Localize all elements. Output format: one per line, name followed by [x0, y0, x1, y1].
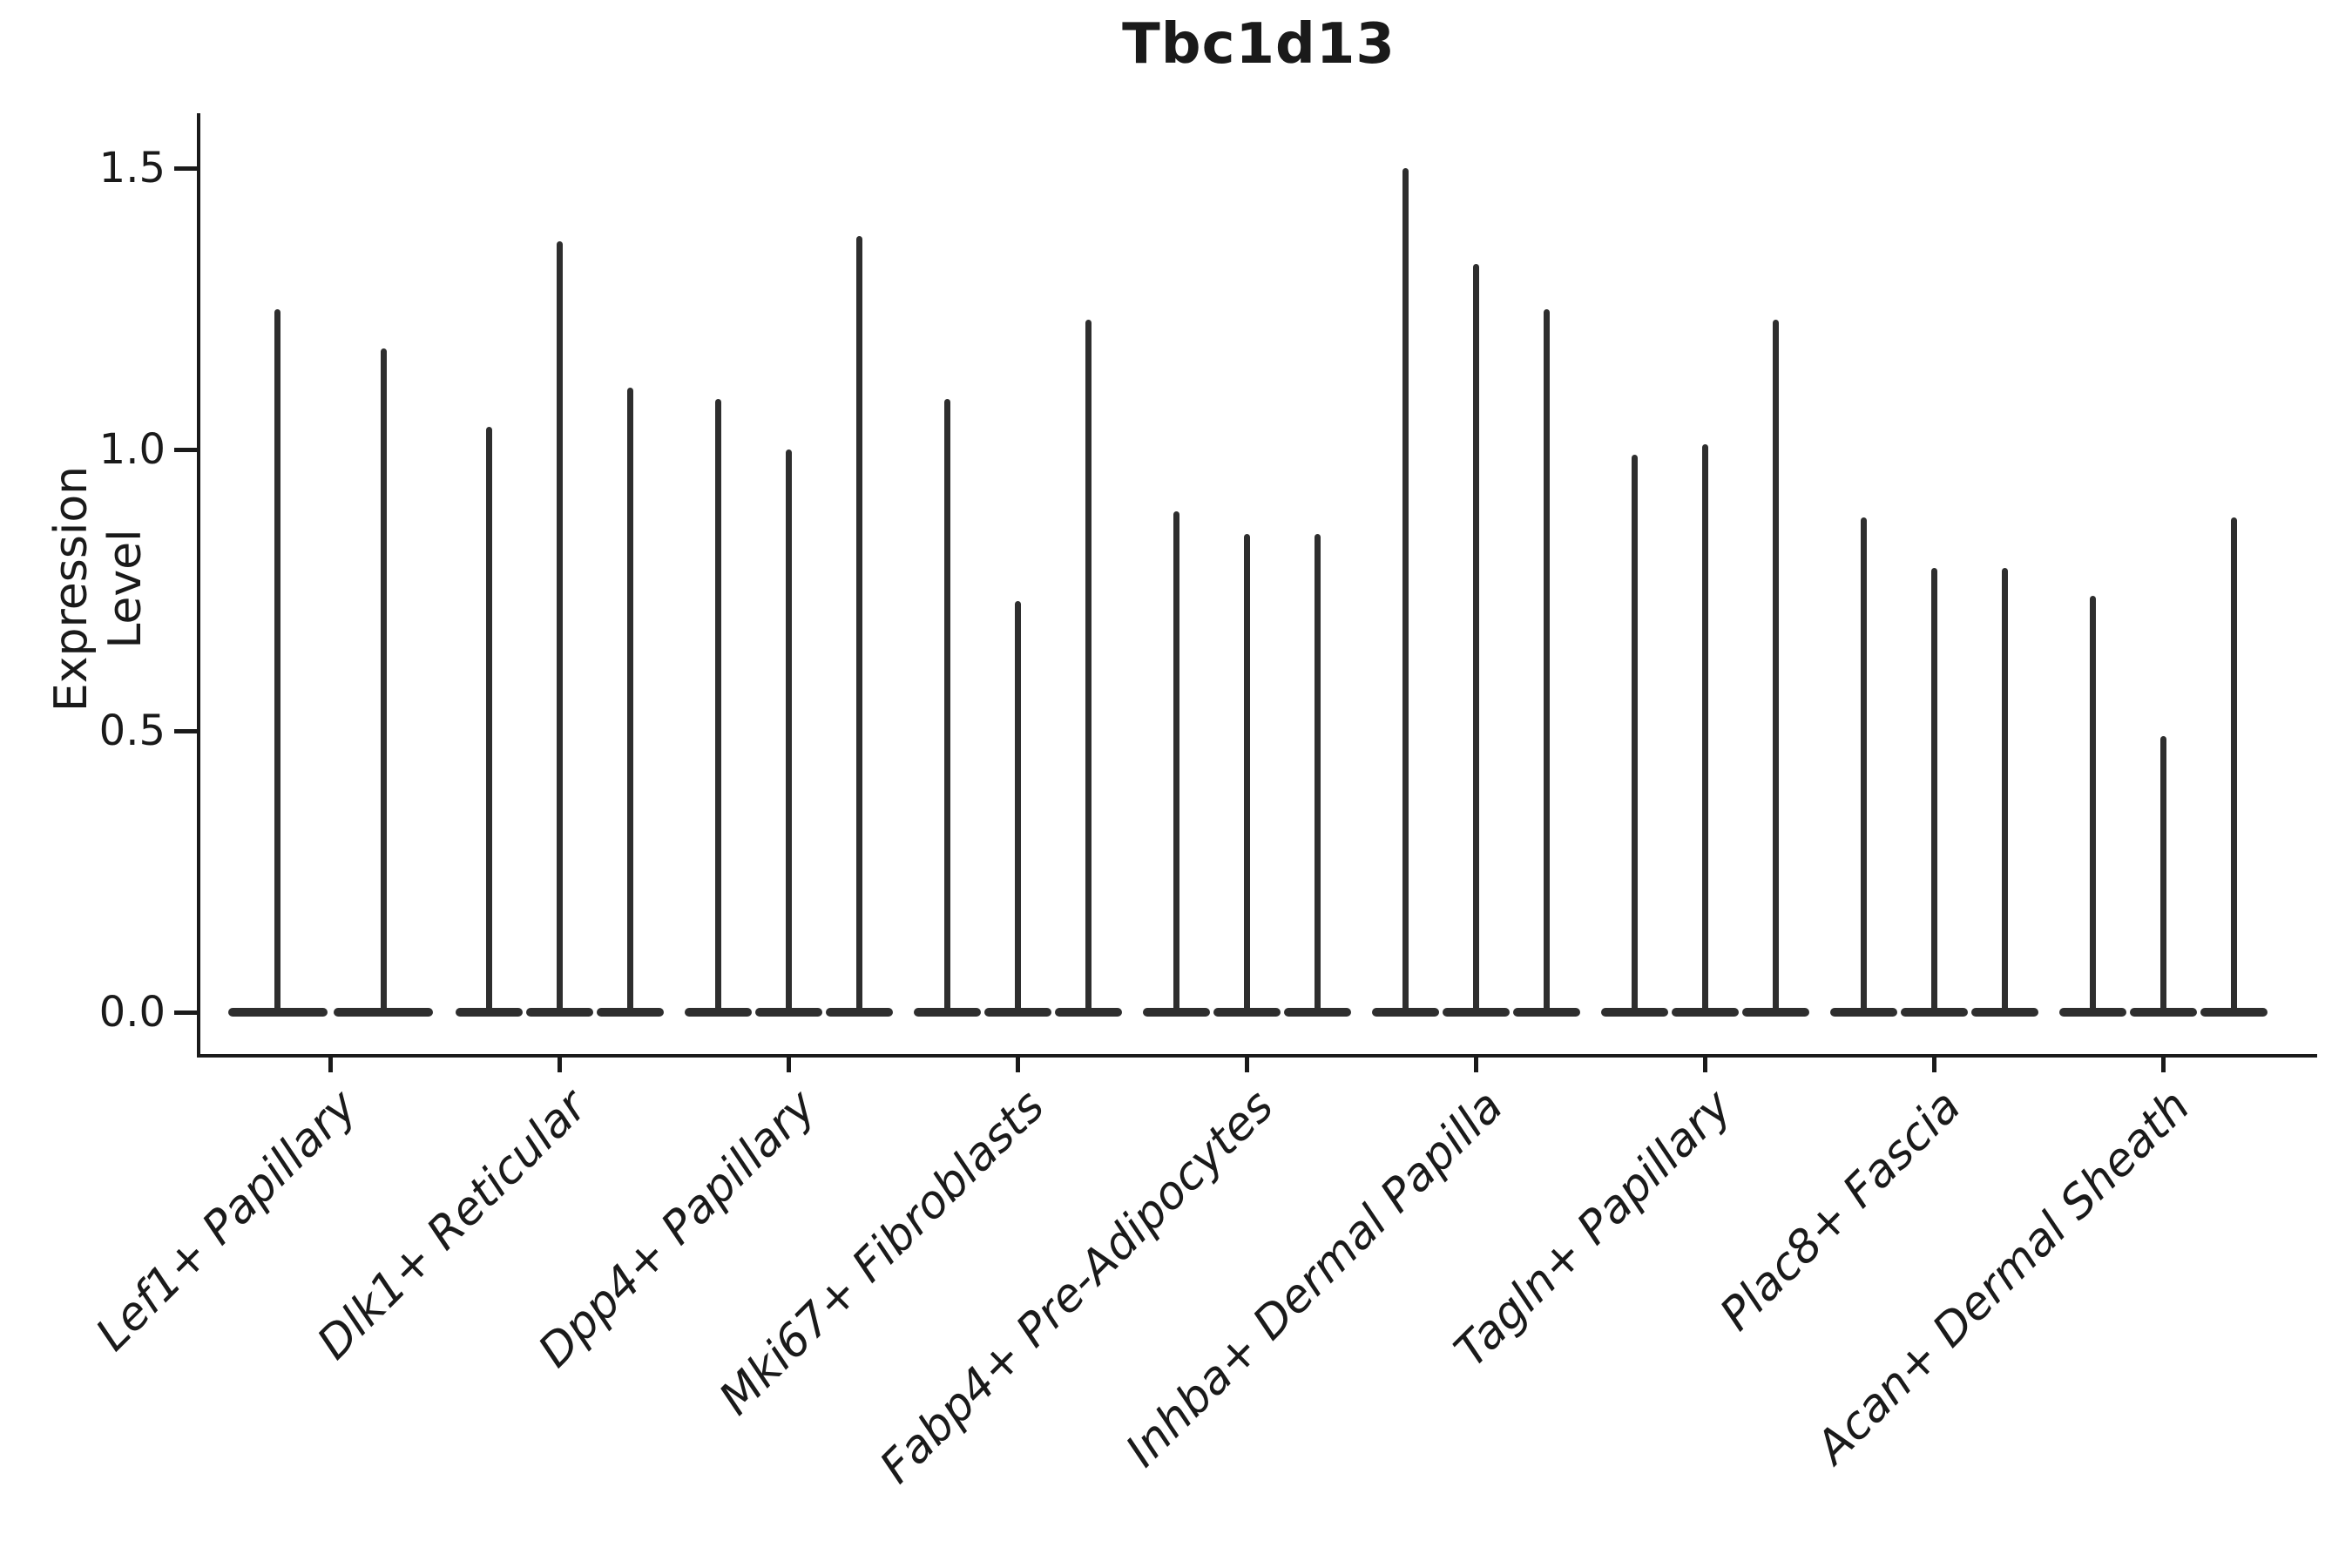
x-tick-mark — [787, 1058, 791, 1072]
violin-spike — [786, 449, 792, 1012]
violin-base — [1143, 1008, 1210, 1017]
violin-base — [914, 1008, 981, 1017]
violin-spike — [1173, 511, 1179, 1012]
violin-base — [1372, 1008, 1439, 1017]
x-tick-mark — [2161, 1058, 2166, 1072]
y-axis-line — [197, 113, 200, 1058]
violin-base — [755, 1008, 822, 1017]
violin-spike — [1244, 533, 1250, 1012]
y-tick-label: 0.5 — [98, 706, 166, 755]
violin-spike — [1931, 567, 1937, 1012]
violin-base — [597, 1008, 664, 1017]
y-tick-label: 1.5 — [98, 144, 166, 193]
x-tick-mark — [558, 1058, 562, 1072]
violin-base — [526, 1008, 593, 1017]
violin-spike — [2002, 567, 2008, 1012]
violin-base — [1213, 1008, 1281, 1017]
violin-base — [1742, 1008, 1809, 1017]
violin-spike — [627, 387, 633, 1012]
y-tick-mark — [174, 729, 197, 733]
x-tick-mark — [1474, 1058, 1478, 1072]
violin-spike — [1402, 168, 1409, 1012]
violin-base — [1901, 1008, 1968, 1017]
y-tick-mark — [174, 166, 197, 171]
violin-spike — [380, 348, 387, 1012]
violin-base — [1284, 1008, 1351, 1017]
violin-base — [1443, 1008, 1510, 1017]
violin-spike — [944, 398, 950, 1012]
x-tick-mark — [1016, 1058, 1020, 1072]
violin-spike — [1315, 533, 1321, 1012]
violin-spike — [2160, 736, 2166, 1012]
x-tick-label: Inhba+ Dermal Papilla — [1116, 1080, 1513, 1477]
violin-spike — [715, 398, 721, 1012]
violin-base — [984, 1008, 1051, 1017]
x-tick-label: Fabp4+ Pre-Adipocytes — [870, 1080, 1284, 1494]
violin-spike — [274, 308, 281, 1012]
violin-base — [2130, 1008, 2197, 1017]
violin-spike — [1544, 308, 1550, 1012]
x-tick-mark — [328, 1058, 333, 1072]
violin-base — [2200, 1008, 2268, 1017]
x-tick-label: Plac8+ Fascia — [1710, 1080, 1971, 1342]
violin-base — [227, 1008, 328, 1017]
x-tick-mark — [1245, 1058, 1249, 1072]
violin-spike — [1085, 320, 1092, 1012]
violin-base — [1830, 1008, 1897, 1017]
violin-base — [456, 1008, 523, 1017]
x-axis-line — [197, 1054, 2317, 1058]
violin-spike — [856, 235, 862, 1012]
violin-base — [334, 1008, 434, 1017]
violin-spike — [1632, 455, 1638, 1012]
y-tick-label: 1.0 — [98, 425, 166, 474]
x-tick-mark — [1703, 1058, 1707, 1072]
violin-base — [685, 1008, 752, 1017]
violin-base — [826, 1008, 893, 1017]
chart-title: Tbc1d13 — [1122, 12, 1396, 77]
violin-base — [1971, 1008, 2038, 1017]
violin-spike — [1773, 320, 1779, 1012]
violin-base — [2059, 1008, 2126, 1017]
violin-base — [1601, 1008, 1668, 1017]
violin-spike — [1015, 601, 1021, 1012]
violin-base — [1672, 1008, 1739, 1017]
x-tick-mark — [1932, 1058, 1936, 1072]
violin-spike — [2231, 517, 2237, 1012]
y-tick-mark — [174, 1010, 197, 1015]
violin-spike — [1473, 263, 1479, 1012]
violin-base — [1055, 1008, 1122, 1017]
violin-base — [1513, 1008, 1580, 1017]
x-tick-label: Acan+ Dermal Sheath — [1806, 1080, 2200, 1474]
y-tick-mark — [174, 448, 197, 452]
violin-spike — [1702, 443, 1708, 1012]
violin-spike — [557, 240, 563, 1012]
violin-spike — [1861, 517, 1867, 1012]
y-tick-label: 0.0 — [98, 988, 166, 1037]
violin-spike — [486, 427, 492, 1012]
violin-spike — [2090, 595, 2096, 1012]
